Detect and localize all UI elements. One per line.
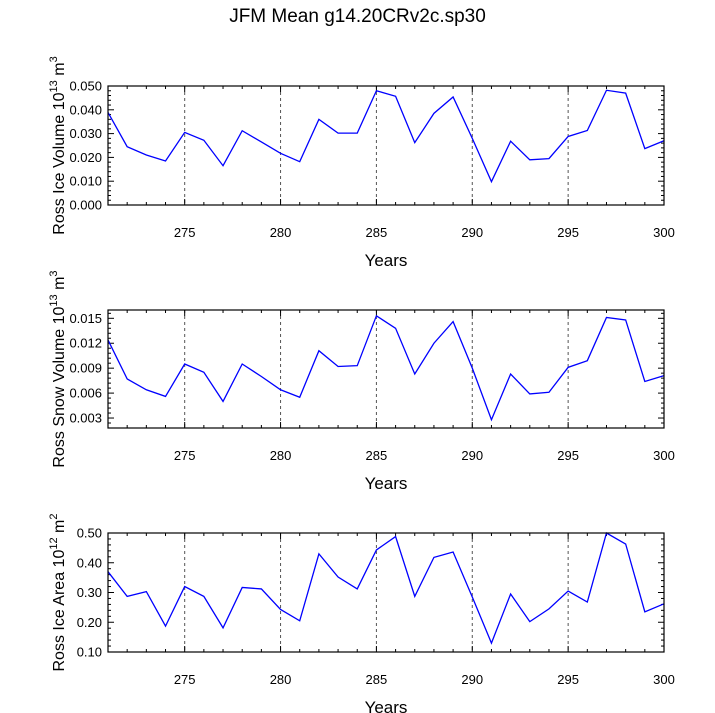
panel-3: 0.10 0.20 0.30 0.40 0.50 275 280 285 290 295 300 Ye… xyxy=(48,514,675,713)
y-tick-label: 0.009 xyxy=(69,361,102,376)
y-tick-label: 0.015 xyxy=(69,311,102,326)
y-tick-label: 0.012 xyxy=(69,336,102,351)
y-tick-label: 0.020 xyxy=(69,150,102,165)
x-tick-label: 295 xyxy=(557,225,579,240)
y-axis-title: Ross Ice Area 1012 m2 xyxy=(48,514,68,672)
y-tick-label: 0.30 xyxy=(77,585,102,600)
series-line xyxy=(107,314,665,422)
x-tick-label: 275 xyxy=(174,448,196,463)
panel-1: 0.000 0.010 0.020 0.030 0.040 0.050 275 280 285 2… xyxy=(48,56,675,270)
y-tick-label: 0.050 xyxy=(69,79,102,94)
x-tick-label: 295 xyxy=(557,672,579,687)
y-tick-label: 0.003 xyxy=(69,411,102,426)
plot-frame xyxy=(107,532,665,653)
y-tick-label: 0.000 xyxy=(69,198,102,213)
y-tick-label: 0.20 xyxy=(77,615,102,630)
y-axis-title: Ross Snow Volume 1013 m3 xyxy=(48,270,68,467)
x-tick-label: 280 xyxy=(270,448,292,463)
x-tick-label: 285 xyxy=(366,672,388,687)
y-tick-label: 0.040 xyxy=(69,102,102,117)
x-axis-title: Years xyxy=(365,698,408,713)
y-tick-label: 0.50 xyxy=(77,526,102,541)
y-tick-label: 0.10 xyxy=(77,645,102,660)
plot-frame xyxy=(107,309,665,429)
x-tick-label: 295 xyxy=(557,448,579,463)
x-tick-label: 285 xyxy=(366,225,388,240)
x-tick-label: 290 xyxy=(461,225,483,240)
x-axis-title: Years xyxy=(365,474,408,493)
series-line xyxy=(107,89,665,184)
x-tick-label: 285 xyxy=(366,448,388,463)
y-axis-title: Ross Ice Volume 1013 m3 xyxy=(48,56,68,234)
x-tick-label: 275 xyxy=(174,225,196,240)
series-line xyxy=(107,532,665,645)
y-tick-label: 0.010 xyxy=(69,174,102,189)
x-tick-label: 290 xyxy=(461,672,483,687)
x-tick-label: 290 xyxy=(461,448,483,463)
x-tick-label: 300 xyxy=(653,672,675,687)
y-tick-label: 0.006 xyxy=(69,386,102,401)
x-tick-label: 280 xyxy=(270,672,292,687)
panel-2: 0.003 0.006 0.009 0.012 0.015 275 280 285 290 295… xyxy=(48,270,675,493)
x-axis-title: Years xyxy=(365,251,408,270)
plot-frame xyxy=(107,85,665,206)
x-tick-label: 275 xyxy=(174,672,196,687)
x-tick-label: 300 xyxy=(653,225,675,240)
y-tick-label: 0.40 xyxy=(77,555,102,570)
x-tick-label: 300 xyxy=(653,448,675,463)
x-tick-label: 280 xyxy=(270,225,292,240)
chart-title: JFM Mean g14.20CRv2c.sp30 xyxy=(229,6,486,27)
y-tick-label: 0.030 xyxy=(69,126,102,141)
